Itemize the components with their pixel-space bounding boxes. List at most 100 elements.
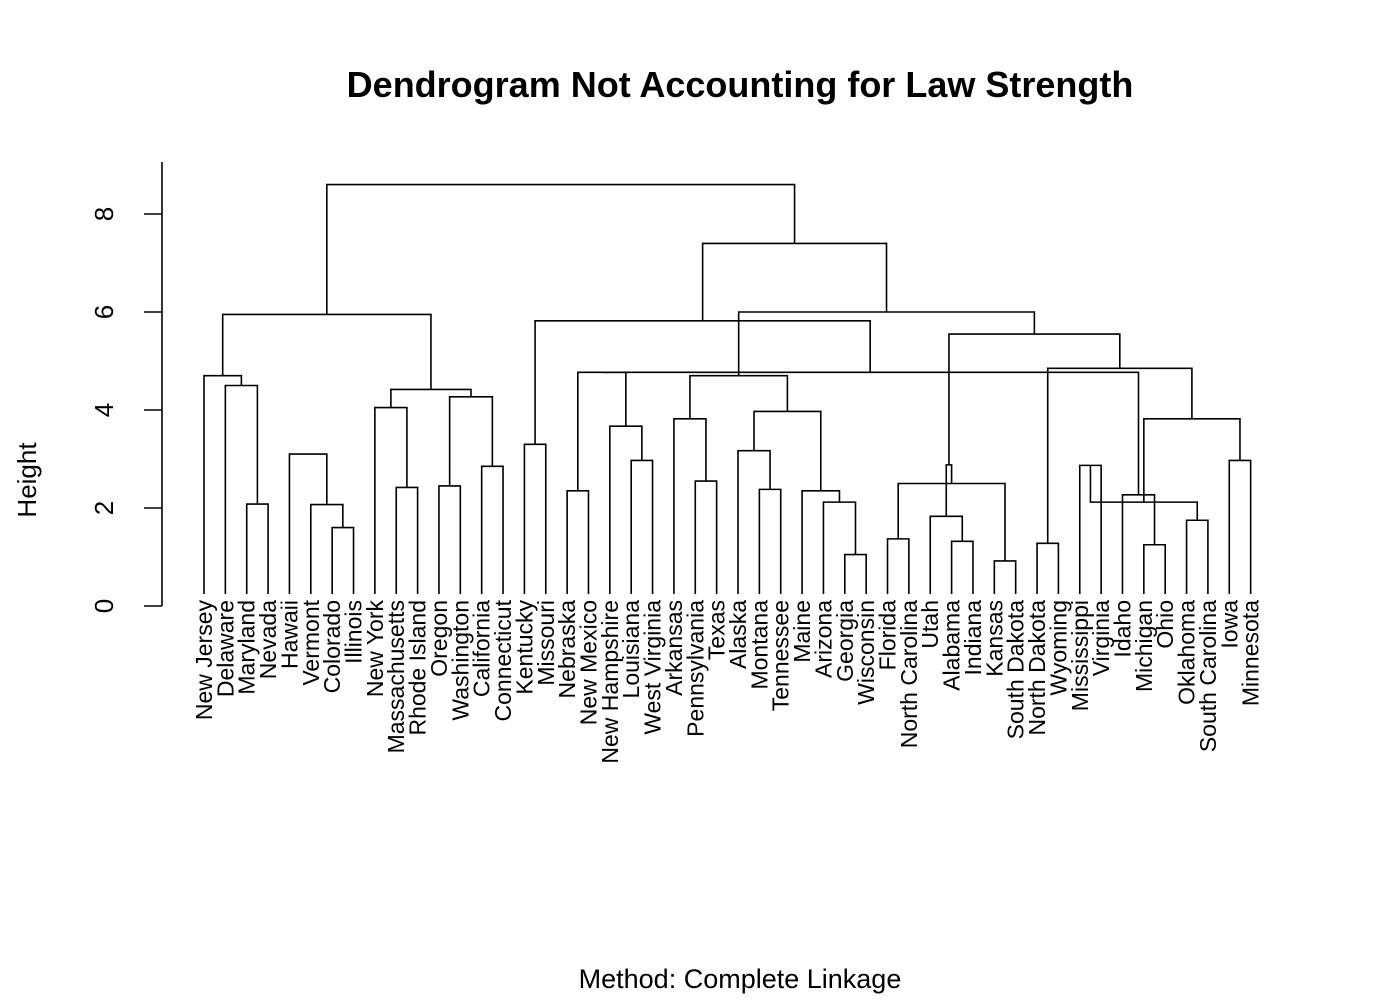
leaf-label: Minnesota xyxy=(1238,600,1264,706)
dendrogram-branch xyxy=(630,459,654,594)
dendrogram-branch xyxy=(929,515,964,594)
leaf-label: Texas xyxy=(704,600,730,660)
leaf-label: Massachusetts xyxy=(383,600,409,753)
chart-title: Dendrogram Not Accounting for Law Streng… xyxy=(347,64,1134,105)
dendrogram-branch xyxy=(577,371,627,491)
dendrogram-branch xyxy=(1143,543,1166,594)
dendrogram-branch xyxy=(374,406,408,594)
dendrogram-branch xyxy=(689,374,789,419)
leaf-label: New Hampshire xyxy=(597,600,623,764)
dendrogram-branch xyxy=(523,443,547,594)
leaf-label: New Mexico xyxy=(575,600,601,725)
leaf-label: California xyxy=(469,600,495,697)
dendrogram-branch xyxy=(326,183,796,315)
leaf-label: Colorado xyxy=(319,600,345,693)
dendrogram-branch xyxy=(993,560,1017,594)
y-tick-label: 0 xyxy=(89,599,119,613)
leaf-label: Rhode Island xyxy=(405,600,431,736)
y-tick-label: 4 xyxy=(89,403,119,417)
leaf-label: Idaho xyxy=(1109,600,1135,658)
dendrogram-branch xyxy=(945,464,953,517)
leaf-label: Kentucky xyxy=(511,600,537,695)
leaf-label: Utah xyxy=(917,600,943,649)
dendrogram-branch xyxy=(534,320,871,445)
dendrogram-branch xyxy=(390,388,472,408)
dendrogram-branch xyxy=(1143,418,1241,503)
dendrogram-branch xyxy=(221,313,432,390)
leaf-label: Missouri xyxy=(533,600,559,686)
dendrogram-branch xyxy=(395,486,419,594)
dendrogram-branch xyxy=(331,526,355,594)
y-tick-label: 6 xyxy=(89,305,119,319)
leaf-label: Connecticut xyxy=(490,599,516,721)
dendrogram-branch xyxy=(288,453,328,594)
dendrogram-branch xyxy=(694,480,718,594)
leaf-label: New Jersey xyxy=(191,600,217,721)
dendrogram-branch xyxy=(609,425,643,594)
leaf-label: Alabama xyxy=(939,600,965,691)
dendrogram-branch xyxy=(203,374,243,594)
leaf-label: New York xyxy=(362,600,388,698)
leaf-label: West Virginia xyxy=(640,600,666,735)
dendrogram-branch xyxy=(224,384,259,594)
dendrogram-branch xyxy=(737,449,771,594)
leaf-label: Ohio xyxy=(1152,600,1178,649)
dendrogram-branch xyxy=(310,503,344,594)
chart-subtitle: Method: Complete Linkage xyxy=(579,964,902,994)
y-axis-label: Height xyxy=(12,442,42,518)
leaf-label: Delaware xyxy=(212,600,238,697)
leaf-label: Oklahoma xyxy=(1174,600,1200,705)
leaf-label: Arizona xyxy=(810,600,836,678)
y-tick-label: 2 xyxy=(89,501,119,515)
leaf-label: Vermont xyxy=(298,599,324,685)
leaf-label: Florida xyxy=(875,600,901,671)
dendrogram-branch xyxy=(701,242,888,321)
leaf-label: Oregon xyxy=(426,600,452,677)
dendrogram-branch xyxy=(438,485,462,594)
leaf-label: Wisconsin xyxy=(853,600,879,705)
leaf-label: Arkansas xyxy=(661,600,687,696)
leaf-label: Iowa xyxy=(1216,600,1242,649)
leaf-label: Mississippi xyxy=(1067,600,1093,711)
leaf-label: Georgia xyxy=(832,600,858,682)
leaf-label: Alaska xyxy=(725,600,751,669)
leaf-label: Montana xyxy=(746,600,772,690)
dendrogram-branch xyxy=(1228,459,1252,594)
leaf-label: Hawaii xyxy=(276,600,302,669)
leaf-labels: New JerseyDelawareMarylandNevadaHawaiiVe… xyxy=(191,599,1264,763)
dendrogram-branch xyxy=(886,538,910,594)
dendrogram-branch xyxy=(480,465,504,594)
dendrogram-branch xyxy=(844,553,867,594)
leaf-label: Maine xyxy=(789,600,815,663)
dendrogram-branch xyxy=(673,418,707,594)
leaf-label: Pennsylvania xyxy=(682,600,708,737)
dendrogram-branch xyxy=(758,488,782,594)
leaf-label: Virginia xyxy=(1088,600,1114,676)
leaf-label: Illinois xyxy=(341,600,367,664)
leaf-label: Tennessee xyxy=(768,600,794,711)
dendrogram-branch xyxy=(948,333,1121,465)
leaf-label: Nebraska xyxy=(554,600,580,699)
dendrogram-branch xyxy=(601,371,1140,495)
leaf-label: South Carolina xyxy=(1195,600,1221,752)
dendrogram-branch xyxy=(1036,542,1060,594)
dendrogram-branch xyxy=(245,503,269,594)
leaf-label: Wyoming xyxy=(1045,600,1071,696)
leaf-label: North Carolina xyxy=(896,600,922,748)
dendrogram-branch xyxy=(822,501,857,594)
y-tick-label: 8 xyxy=(89,207,119,221)
dendrogram-branch xyxy=(1185,519,1209,594)
leaf-label: Nevada xyxy=(255,600,281,679)
leaf-label: North Dakota xyxy=(1024,600,1050,736)
leaf-label: Kansas xyxy=(981,600,1007,677)
leaf-label: Michigan xyxy=(1131,600,1157,692)
leaf-label: South Dakota xyxy=(1003,600,1029,740)
dendrogram-branch xyxy=(1046,367,1193,544)
dendrogram-branch xyxy=(801,490,841,594)
dendrogram-branch xyxy=(566,490,590,594)
leaf-label: Indiana xyxy=(960,600,986,676)
leaf-label: Maryland xyxy=(234,600,260,695)
y-axis: 0 2 4 6 8 xyxy=(89,162,163,613)
leaf-label: Louisiana xyxy=(618,600,644,699)
